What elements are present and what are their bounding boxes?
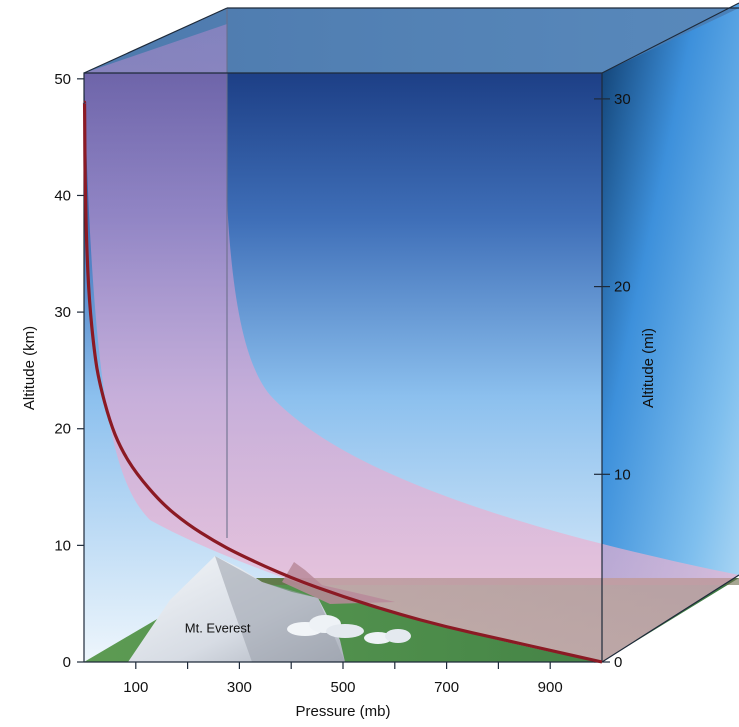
x-axis-title: Pressure (mb): [295, 703, 390, 720]
x-tick-label: 100: [123, 679, 148, 696]
y-left-tick-label: 30: [54, 304, 71, 321]
pressure-altitude-curve: [82, 100, 603, 664]
y-left-tick-label: 50: [54, 71, 71, 88]
pressure-band: [84, 24, 739, 662]
y-right-tick-label: 0: [614, 654, 622, 671]
x-tick-label: 900: [538, 679, 563, 696]
y-left-tick-label: 20: [54, 421, 71, 438]
y-left-axis: 0 10 20 30 40 50: [54, 71, 84, 671]
x-tick-label: 500: [330, 679, 355, 696]
box-top-face: [84, 8, 739, 73]
mountain-shadow: [215, 556, 345, 662]
x-axis: 100 300 500 700 900: [123, 662, 563, 696]
y-left-tick-label: 0: [63, 654, 71, 671]
mt-everest-label: Mt. Everest: [185, 621, 251, 636]
y-right-axis: 0 10 20 30: [594, 91, 631, 671]
clouds: [287, 615, 411, 644]
y-left-axis-title: Altitude (km): [21, 326, 38, 410]
mountain-ridge: [282, 562, 395, 604]
y-left-tick-label: 40: [54, 187, 71, 204]
y-right-axis-title: Altitude (mi): [640, 328, 657, 408]
x-tick-label: 300: [227, 679, 252, 696]
y-left-tick-label: 10: [54, 537, 71, 554]
y-right-tick-label: 20: [614, 279, 631, 296]
box-side-face: [602, 3, 739, 662]
x-tick-label: 700: [434, 679, 459, 696]
y-right-tick-label: 10: [614, 466, 631, 483]
y-right-tick-label: 30: [614, 91, 631, 108]
